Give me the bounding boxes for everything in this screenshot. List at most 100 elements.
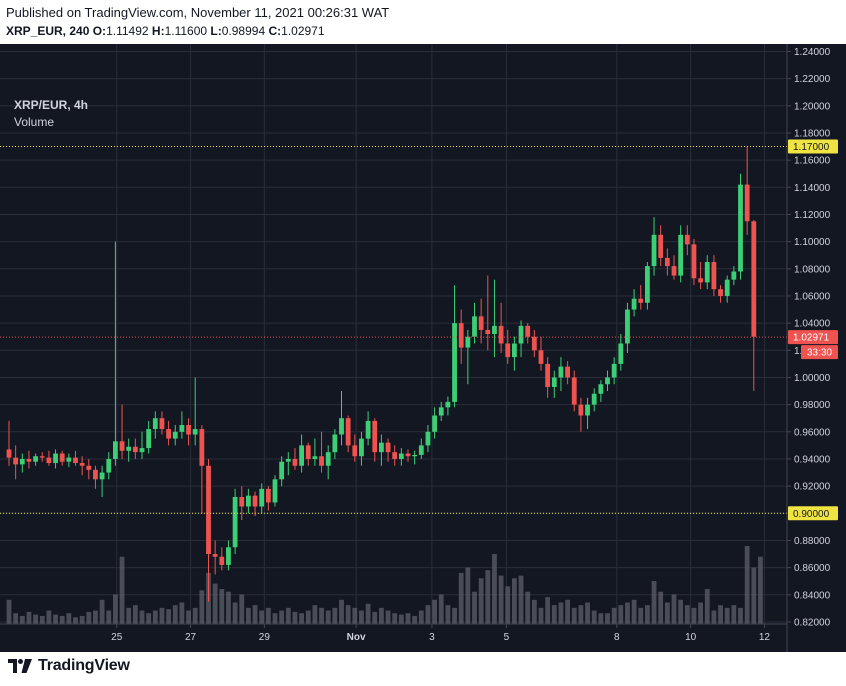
ohlc-line: XRP_EUR, 240 O:1.11492 H:1.11600 L:0.989… bbox=[6, 24, 325, 38]
candle-body bbox=[425, 431, 431, 446]
price-tick-label: 0.84000 bbox=[794, 590, 831, 601]
candle-body bbox=[638, 298, 644, 303]
candle-body bbox=[498, 325, 504, 344]
volume-bar bbox=[458, 572, 464, 624]
candle-body bbox=[611, 363, 617, 378]
candle bbox=[478, 298, 484, 344]
candle bbox=[325, 445, 331, 480]
level-price-label: 0.90000 bbox=[793, 509, 830, 520]
volume-bar bbox=[738, 607, 743, 624]
volume-bar bbox=[319, 607, 324, 624]
volume-bar bbox=[744, 546, 750, 624]
symbol-interval: XRP_EUR, 240 bbox=[6, 24, 90, 38]
candle-body bbox=[591, 393, 597, 405]
price-tick-label: 0.96000 bbox=[794, 427, 831, 438]
volume-bar bbox=[285, 607, 291, 624]
candle-body bbox=[199, 429, 205, 466]
tradingview-brand[interactable]: TradingView bbox=[8, 657, 130, 675]
candle bbox=[585, 397, 590, 430]
price-tick-label: 1.20000 bbox=[794, 101, 831, 112]
volume-bar bbox=[106, 610, 112, 624]
candle-body bbox=[392, 452, 398, 459]
horizontal-levels bbox=[0, 146, 787, 514]
candle bbox=[106, 452, 112, 480]
candle bbox=[611, 357, 617, 385]
candle bbox=[598, 380, 604, 402]
open-label: O: bbox=[92, 24, 107, 38]
candle-body bbox=[551, 377, 557, 387]
candle-body bbox=[412, 454, 418, 457]
volume-bar bbox=[405, 613, 411, 624]
candle bbox=[398, 448, 404, 466]
chart-area[interactable]: 1.24000 1.22000 1.20000 1.18000 1.16000 1.140… bbox=[0, 44, 846, 652]
volume-bar bbox=[126, 607, 132, 624]
candle-body bbox=[139, 448, 145, 453]
time-tick-label: 8 bbox=[614, 632, 620, 643]
volume-bar bbox=[272, 613, 278, 624]
candle-body bbox=[731, 271, 737, 280]
volume-bar bbox=[93, 610, 98, 624]
volume-bar bbox=[478, 578, 484, 624]
candle-body bbox=[372, 420, 378, 453]
candle bbox=[432, 407, 437, 439]
candle bbox=[252, 491, 258, 517]
candle bbox=[232, 488, 238, 555]
candle bbox=[565, 361, 570, 385]
candle-body bbox=[418, 445, 424, 455]
candle-body bbox=[531, 336, 537, 351]
candle bbox=[46, 450, 52, 466]
candle bbox=[425, 425, 431, 453]
candle-body bbox=[285, 458, 291, 462]
candle bbox=[152, 411, 158, 439]
candle bbox=[73, 450, 78, 466]
candle bbox=[658, 225, 664, 267]
candle-body bbox=[565, 366, 570, 378]
volume-bar bbox=[19, 615, 25, 624]
price-tick-label: 1.10000 bbox=[794, 237, 831, 248]
candle-body bbox=[664, 257, 670, 267]
candle bbox=[492, 279, 497, 358]
candle bbox=[33, 453, 38, 466]
candle-body bbox=[93, 469, 98, 480]
volume-bar bbox=[265, 607, 271, 624]
volume-bar bbox=[485, 570, 491, 624]
price-tick-label: 1.00000 bbox=[794, 373, 831, 384]
candle-body bbox=[13, 457, 19, 465]
level-price-tag bbox=[788, 506, 838, 521]
candle-body bbox=[305, 445, 311, 459]
volume-bar bbox=[412, 615, 418, 624]
volume-bar bbox=[591, 610, 597, 624]
candle-body bbox=[445, 401, 451, 408]
candle-body bbox=[332, 434, 338, 453]
level-price-label: 1.17000 bbox=[793, 142, 830, 153]
candle bbox=[26, 450, 32, 469]
volume-bar bbox=[199, 590, 205, 624]
time-tick-label: 5 bbox=[504, 632, 510, 643]
candle bbox=[66, 453, 72, 468]
volume-bar bbox=[132, 605, 138, 624]
volume-bar bbox=[432, 599, 437, 624]
candle-body bbox=[99, 472, 105, 480]
price-tick-label: 0.94000 bbox=[794, 454, 831, 465]
candle bbox=[139, 431, 145, 459]
candle bbox=[711, 255, 717, 296]
candle bbox=[558, 357, 564, 392]
candlestick-chart[interactable]: 1.24000 1.22000 1.20000 1.18000 1.16000 1.140… bbox=[0, 44, 846, 652]
time-axis: 25 27 29 Nov 3 5 8 10 12 bbox=[111, 624, 770, 643]
candle bbox=[512, 336, 517, 371]
candle-body bbox=[325, 452, 331, 466]
candle bbox=[86, 458, 92, 480]
candle bbox=[292, 448, 298, 470]
candle bbox=[571, 370, 577, 412]
volume-bar bbox=[571, 607, 577, 624]
volume-bar bbox=[605, 613, 610, 624]
low-label: L: bbox=[210, 24, 222, 38]
legend-volume: Volume bbox=[14, 115, 55, 129]
volume-bar bbox=[292, 611, 298, 624]
volume-bar bbox=[578, 605, 584, 624]
candle bbox=[638, 285, 644, 310]
volume-bar bbox=[751, 567, 757, 624]
candle-body bbox=[126, 446, 132, 451]
volume-bar bbox=[452, 607, 457, 624]
volume-bar bbox=[339, 599, 344, 624]
